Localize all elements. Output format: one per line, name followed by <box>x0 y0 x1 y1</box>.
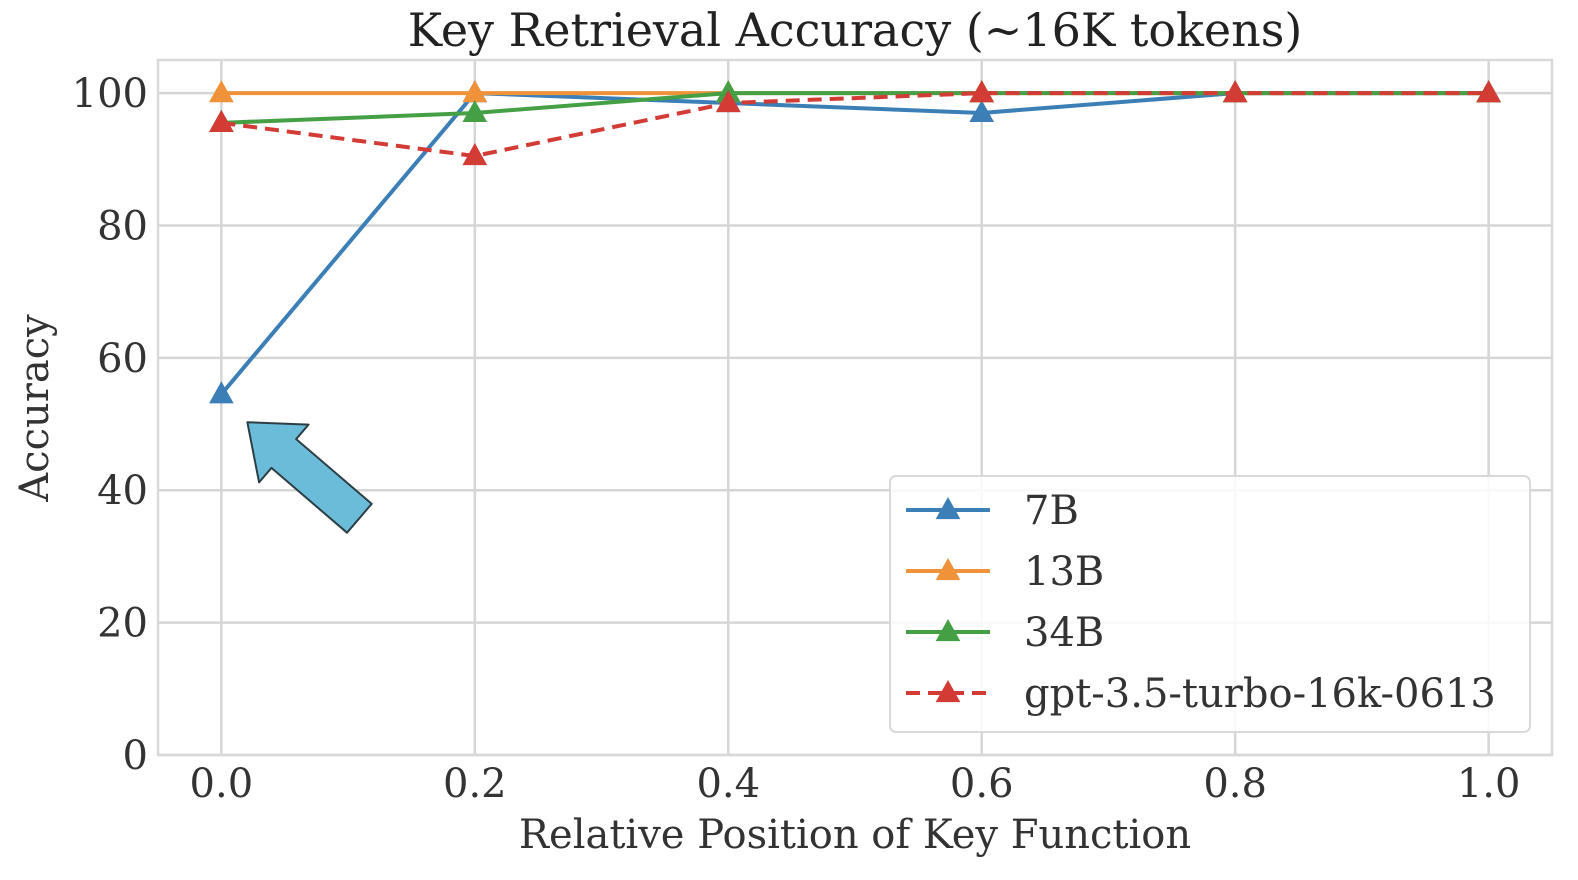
legend-item: gpt-3.5-turbo-16k-0613 <box>906 671 1496 717</box>
y-tick-labels: 0 20 40 60 80 100 <box>72 71 148 779</box>
legend-label: 34B <box>1024 610 1104 656</box>
legend-box <box>889 475 1531 733</box>
x-tick-labels: 0.0 0.2 0.4 0.6 0.8 1.0 <box>190 761 1521 807</box>
legend-item: 34B <box>906 610 1104 656</box>
series-layer <box>209 80 1501 404</box>
x-tick-label: 0.0 <box>190 761 254 807</box>
data-point-marker <box>209 109 234 132</box>
legend-label: 7B <box>1024 488 1079 534</box>
x-tick-label: 0.8 <box>1203 761 1267 807</box>
plot-frame <box>156 58 1554 757</box>
data-point-marker <box>969 80 995 103</box>
data-point-marker <box>1222 80 1248 103</box>
series-gpt-3-5-turbo-16k-0613 <box>209 80 1501 166</box>
legend-label: 13B <box>1024 549 1104 595</box>
legend-marker-swatch <box>935 619 961 642</box>
data-point-marker <box>715 90 741 113</box>
data-point-marker <box>1476 80 1501 103</box>
legend: 7B 13B 34B gpt-3.5-turbo-16k-0613 <box>889 475 1531 733</box>
legend-label: gpt-3.5-turbo-16k-0613 <box>1024 671 1496 717</box>
legend-marker-swatch <box>935 558 961 581</box>
legend-item: 7B <box>906 488 1079 534</box>
series-7b <box>209 80 1501 404</box>
data-point-marker <box>209 80 234 103</box>
y-tick-label: 0 <box>123 733 148 779</box>
x-tick-label: 0.4 <box>696 761 760 807</box>
data-point-marker <box>462 80 488 103</box>
x-axis-label: Relative Position of Key Function <box>519 812 1191 858</box>
x-tick-label: 1.0 <box>1457 761 1521 807</box>
series-line <box>221 91 1489 158</box>
data-point-marker <box>969 99 995 123</box>
annotation-layer <box>246 421 373 534</box>
chart-title: Key Retrieval Accuracy (~16K tokens) <box>408 3 1303 57</box>
x-tick-label: 0.6 <box>950 761 1014 807</box>
x-tick-label: 0.2 <box>443 761 507 807</box>
legend-marker-swatch <box>935 497 961 520</box>
legend-marker-swatch <box>935 680 961 703</box>
annotation-arrow-icon <box>246 421 373 534</box>
y-tick-label: 100 <box>72 71 148 117</box>
y-axis-label: Accuracy <box>12 314 58 503</box>
data-point-marker <box>209 381 234 404</box>
data-point-marker <box>462 142 488 166</box>
data-point-marker <box>462 99 488 123</box>
y-tick-label: 80 <box>97 203 148 249</box>
series-line <box>219 91 1489 396</box>
legend-item: 13B <box>906 549 1104 595</box>
y-tick-label: 60 <box>97 336 148 382</box>
y-tick-label: 20 <box>97 601 148 647</box>
legend-items: 7B 13B 34B gpt-3.5-turbo-16k-0613 <box>906 488 1496 717</box>
y-tick-label: 40 <box>97 468 148 514</box>
